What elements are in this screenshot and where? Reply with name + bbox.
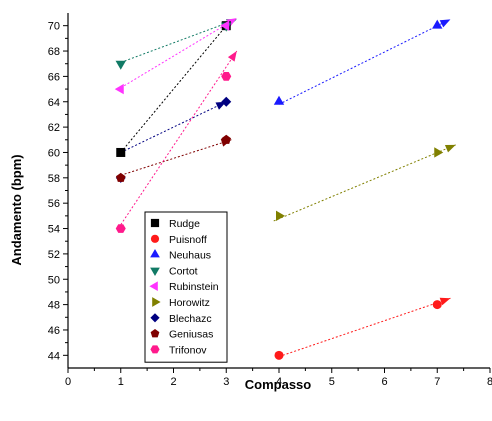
legend-marker-horowitz <box>152 297 161 307</box>
legend-marker-rudge <box>150 218 160 228</box>
y-tick-label: 52 <box>48 249 60 261</box>
legend-marker-cortot <box>150 267 160 276</box>
legend: Rudge Puisnoff Neuhaus Cortot Rubinstein Horo… <box>144 211 228 363</box>
x-tick-label: 4 <box>276 376 282 388</box>
x-axis-title: Compasso <box>245 377 312 392</box>
trend-arrow-line <box>120 50 238 226</box>
x-tick-label: 7 <box>434 376 440 388</box>
y-tick-label: 70 <box>48 21 60 33</box>
trend-arrow-line <box>273 144 456 222</box>
x-tick-label: 2 <box>170 376 176 388</box>
data-point-rudge <box>116 147 126 157</box>
x-tick-label: 0 <box>65 376 71 388</box>
legend-marker-trifonov <box>150 345 160 354</box>
legend-label-blechazc: Blechazc <box>169 313 212 325</box>
trend-arrow-head <box>439 297 451 306</box>
trend-arrow-head <box>226 18 237 27</box>
data-point-puisnoff <box>432 300 442 310</box>
trend-arrow-head <box>439 19 451 28</box>
data-point-rubinstein <box>114 83 124 95</box>
y-tick-label: 50 <box>48 274 60 286</box>
y-tick-label: 58 <box>48 173 60 185</box>
data-point-geniusas <box>115 172 126 182</box>
trend-arrow-line <box>120 101 227 153</box>
legend-label-cortot: Cortot <box>169 265 198 277</box>
y-tick-label: 48 <box>48 300 60 312</box>
data-point-blechazc <box>221 96 232 107</box>
x-tick-label: 5 <box>329 376 335 388</box>
trend-arrow-line <box>120 17 238 89</box>
data-point-rubinstein <box>220 20 230 31</box>
data-point-trifonov <box>115 224 126 233</box>
x-tick-label: 3 <box>223 376 229 388</box>
y-tick-label: 46 <box>48 325 60 337</box>
legend-label-rubinstein: Rubinstein <box>169 281 219 293</box>
legend-label-rudge: Rudge <box>169 218 200 230</box>
trend-arrow-head <box>444 144 456 153</box>
data-point-neuhaus <box>432 19 443 29</box>
y-tick-label: 66 <box>48 71 60 83</box>
data-point-cortot <box>115 60 126 70</box>
legend-label-puisnoff: Puisnoff <box>169 234 207 246</box>
y-axis-title: Andamento (bpm) <box>9 154 24 265</box>
y-tick-label: 62 <box>48 122 60 134</box>
x-tick-label: 8 <box>487 376 492 388</box>
y-tick-label: 60 <box>48 147 60 159</box>
legend-label-neuhaus: Neuhaus <box>169 250 211 262</box>
data-point-neuhaus <box>273 95 285 105</box>
legend-marker-blechazc <box>150 313 160 323</box>
data-point-horowitz <box>276 210 285 222</box>
y-tick-label: 54 <box>48 224 60 236</box>
trend-arrow-head <box>227 51 237 62</box>
y-tick-label: 44 <box>48 350 60 362</box>
trend-arrow-line <box>120 18 237 63</box>
legend-marker-geniusas <box>150 329 160 338</box>
legend-marker-neuhaus <box>150 249 160 258</box>
legend-label-horowitz: Horowitz <box>169 297 210 309</box>
data-point-trifonov <box>221 72 232 81</box>
trend-arrow-line <box>278 18 451 105</box>
trend-arrow-line <box>120 19 232 153</box>
x-tick-label: 1 <box>118 376 124 388</box>
data-point-geniusas <box>221 134 232 144</box>
y-tick-label: 68 <box>48 46 60 58</box>
legend-label-geniusas: Geniusas <box>169 329 213 341</box>
legend-label-trifonov: Trifonov <box>169 344 207 356</box>
data-point-horowitz <box>434 147 444 158</box>
trend-arrow-line <box>120 139 232 176</box>
plot-area: 0 1 2 3 4 5 6 7 84446485052545658606264666870Rud… <box>48 13 492 388</box>
x-tick-label: 6 <box>381 376 387 388</box>
legend-marker-rubinstein <box>149 281 158 292</box>
y-tick-label: 56 <box>48 198 60 210</box>
data-point-puisnoff <box>274 350 284 360</box>
legend-marker-puisnoff <box>150 234 160 243</box>
y-tick-label: 64 <box>48 97 60 109</box>
trend-arrow-line <box>278 297 451 358</box>
